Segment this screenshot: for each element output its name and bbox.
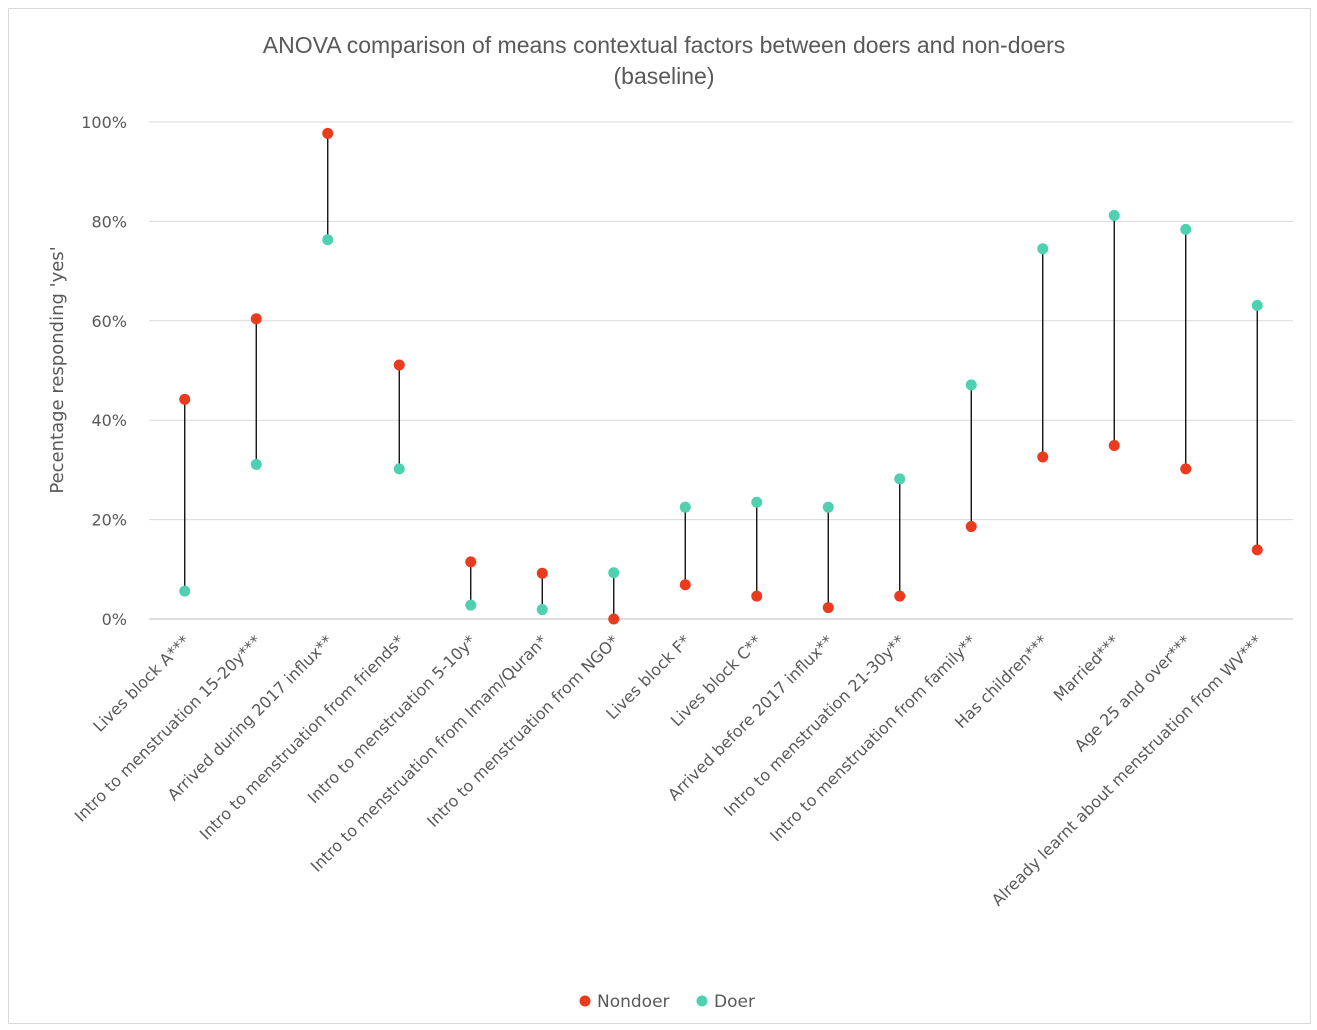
doer-point [1037,243,1049,255]
chart-frame [8,8,1311,1024]
doer-point [1108,209,1120,221]
nondoer-point [679,579,691,591]
nondoer-point [1180,463,1192,475]
category-labels: Lives block A***Intro to menstruation 15… [71,631,1266,909]
legend: Nondoer Doer [579,992,755,1012]
nondoer-point [965,521,977,533]
y-tick-label: 100% [81,113,127,132]
nondoer-point [751,590,763,602]
doer-point [1180,223,1192,235]
doer-point [679,501,691,513]
nondoer-point [608,613,620,625]
nondoer-point [1037,451,1049,463]
chart-title: ANOVA comparison of means contextual fac… [263,32,1065,58]
doer-point [250,458,262,470]
chart-subtitle: (baseline) [614,63,715,89]
doer-point [822,501,834,513]
doer-point [965,379,977,391]
legend-label: Nondoer [597,992,670,1012]
doer-point [1251,299,1263,311]
y-tick-label: 20% [91,511,127,530]
y-axis-label: Pecentage responding 'yes' [47,246,68,493]
y-tick-label: 40% [91,411,127,430]
nondoer-point [894,590,906,602]
nondoer-point [179,393,191,405]
doer-point [322,234,334,246]
data-points [179,127,1263,625]
dumbbell-stems [184,133,1258,619]
y-tick-label: 0% [102,610,127,629]
doer-point [393,463,405,475]
legend-label: Doer [714,992,755,1012]
legend-marker [696,995,708,1007]
category-label: Age 25 and over*** [1071,631,1195,755]
doer-point [608,567,620,579]
nondoer-point [465,556,477,568]
nondoer-point [822,602,834,614]
nondoer-point [393,359,405,371]
doer-point [179,585,191,597]
doer-point [894,473,906,485]
category-label: Married*** [1050,631,1123,704]
doer-point [751,496,763,508]
y-tick-labels: 0% 20% 40% 60% 80% 100% [81,113,127,629]
nondoer-point [536,567,548,579]
legend-marker [579,995,591,1007]
nondoer-point [1108,440,1120,452]
gridlines [149,121,1293,620]
nondoer-point [322,127,334,139]
doer-point [465,599,477,611]
y-tick-label: 60% [91,312,127,331]
nondoer-point [250,313,262,325]
doer-point [536,604,548,616]
nondoer-point [1251,544,1263,556]
category-label: Already learnt about menstruation from W… [988,631,1266,909]
y-tick-label: 80% [91,212,127,231]
